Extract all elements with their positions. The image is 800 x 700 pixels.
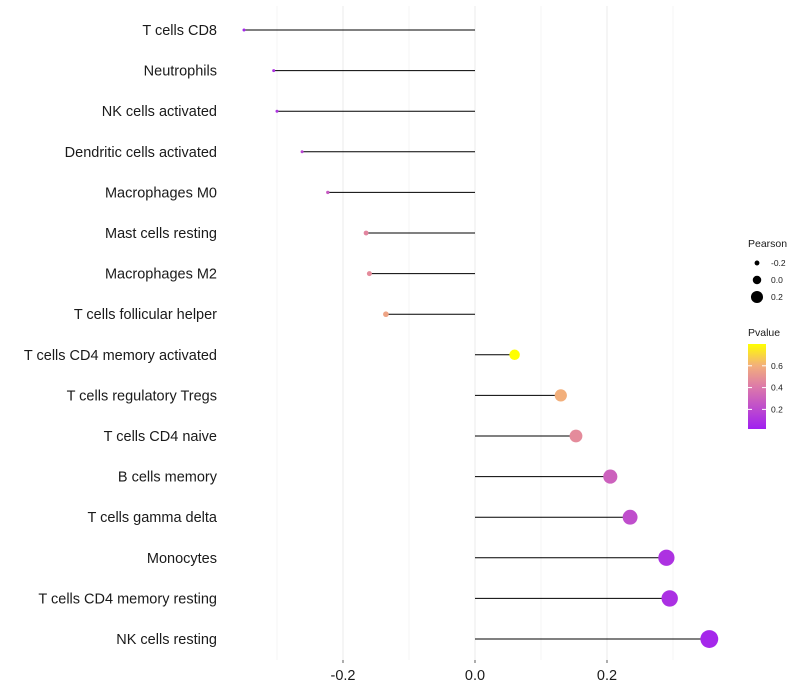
x-tick-label: 0.0 xyxy=(465,668,485,684)
category-label: T cells CD4 memory resting xyxy=(38,591,217,607)
legend-size-title: Pearson xyxy=(748,238,787,250)
category-label: T cells follicular helper xyxy=(74,307,217,323)
lollipop-stems xyxy=(244,29,710,640)
lollipop-dot xyxy=(242,28,246,32)
size-legend-label: 0.0 xyxy=(771,275,783,285)
lollipop-dot xyxy=(509,349,520,361)
category-labels: T cells CD8 Neutrophils NK cells activated… xyxy=(24,23,218,648)
lollipop-dot xyxy=(272,69,276,73)
size-legend-key xyxy=(754,260,760,266)
category-label: Dendritic cells activated xyxy=(65,145,217,161)
lollipop-dot xyxy=(658,549,675,566)
category-label: Mast cells resting xyxy=(105,226,217,242)
lollipop-dot xyxy=(622,509,638,525)
lollipop-dot xyxy=(554,389,567,402)
lollipop-dot xyxy=(661,590,678,607)
color-legend: 0.6 0.4 0.2 xyxy=(748,361,783,414)
grid xyxy=(276,6,674,660)
category-label: T cells CD4 naive xyxy=(104,429,217,445)
lollipop-dot xyxy=(275,109,279,113)
lollipop-dot xyxy=(700,630,719,648)
category-label: NK cells activated xyxy=(102,104,217,120)
lollipop-dot xyxy=(300,150,304,154)
category-label: Neutrophils xyxy=(144,64,217,80)
size-legend-key xyxy=(750,290,764,304)
size-legend-key xyxy=(752,275,762,285)
category-label: T cells CD4 memory activated xyxy=(24,348,217,364)
lollipop-dot xyxy=(383,311,389,318)
legend: Pearson -0.2 0.0 0.2 Pvalue 0.6 0.4 0.2 xyxy=(748,238,787,429)
color-bar xyxy=(748,344,766,429)
lollipop-dots xyxy=(242,28,719,648)
lollipop-dot xyxy=(363,230,369,236)
size-legend-label: -0.2 xyxy=(771,258,786,268)
x-tick-label: -0.2 xyxy=(331,668,356,684)
lollipop-dot xyxy=(569,429,583,443)
category-label: T cells gamma delta xyxy=(88,510,218,526)
category-label: Macrophages M2 xyxy=(105,267,217,283)
category-label: T cells regulatory Tregs xyxy=(67,388,217,404)
lollipop-dot xyxy=(603,469,618,484)
category-label: T cells CD8 xyxy=(142,23,217,39)
category-label: Macrophages M0 xyxy=(105,185,217,201)
size-legend-label: 0.2 xyxy=(771,292,783,302)
x-tick-label: 0.2 xyxy=(597,668,617,684)
color-legend-label: 0.4 xyxy=(771,383,783,393)
x-axis: -0.2 0.0 0.2 xyxy=(331,660,617,684)
category-label: B cells memory xyxy=(118,470,218,486)
lollipop-dot xyxy=(326,190,330,195)
color-legend-label: 0.2 xyxy=(771,404,783,414)
legend-color-title: Pvalue xyxy=(748,327,780,339)
size-legend: -0.2 0.0 0.2 xyxy=(750,258,786,304)
color-legend-label: 0.6 xyxy=(771,361,783,371)
category-label: NK cells resting xyxy=(116,632,217,648)
category-label: Monocytes xyxy=(147,551,217,567)
lollipop-dot xyxy=(366,271,372,277)
